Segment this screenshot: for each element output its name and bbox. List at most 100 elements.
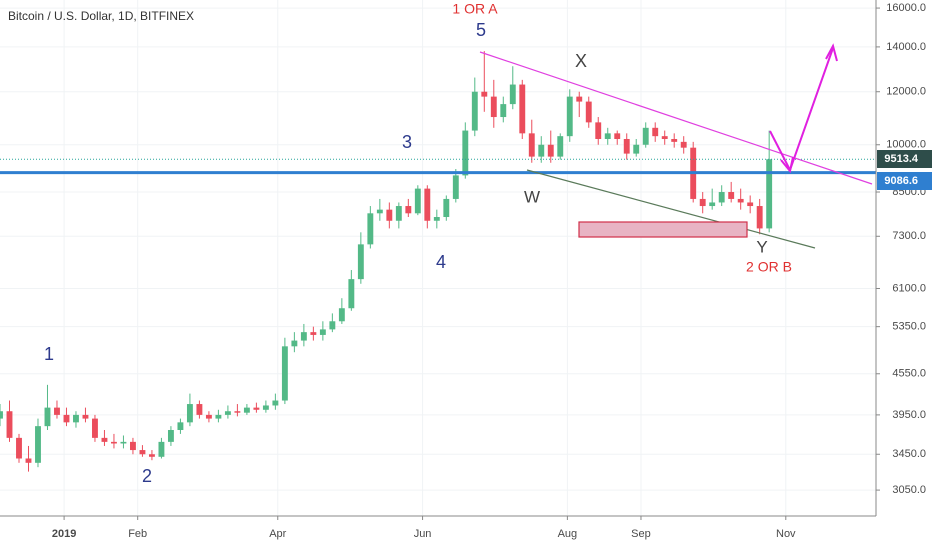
- candle-body: [348, 279, 355, 309]
- candle-body: [215, 414, 222, 419]
- candles: [0, 51, 876, 472]
- y-tick-label: 5350.0: [892, 321, 926, 333]
- x-tick-label: Jun: [414, 528, 432, 540]
- x-tick-label: Aug: [558, 528, 578, 540]
- candle-body: [528, 133, 535, 157]
- candle-body: [433, 217, 440, 221]
- price-label: 9513.4: [884, 153, 919, 165]
- candle-body: [205, 414, 212, 419]
- x-tick-label: Nov: [776, 528, 796, 540]
- price-axis-bg: [876, 0, 932, 550]
- candle-body: [329, 321, 336, 330]
- candle-body: [395, 206, 402, 221]
- candle-body: [111, 441, 117, 444]
- candle-body: [224, 411, 231, 415]
- drawings: [479, 43, 873, 249]
- candle-body: [500, 104, 507, 118]
- wave-label: 5: [476, 20, 486, 40]
- x-tick-label: Sep: [631, 528, 651, 540]
- wave-label: 1: [44, 344, 54, 364]
- candle-body: [766, 159, 773, 229]
- candle-body: [737, 198, 744, 203]
- wave-label: 2 OR B: [746, 259, 792, 275]
- candle-body: [186, 404, 193, 423]
- price-label-box: [877, 150, 932, 168]
- wave-label: 2: [142, 466, 152, 486]
- y-tick-label: 6100.0: [892, 282, 926, 294]
- candle-body: [262, 405, 269, 410]
- candle-body: [595, 122, 602, 139]
- candle-body: [0, 411, 3, 419]
- candle-body: [462, 130, 469, 176]
- wave-label: 1 OR A: [452, 1, 498, 17]
- wave-label: X: [575, 51, 587, 71]
- candle-body: [73, 414, 79, 423]
- candle-body: [139, 450, 146, 455]
- grid: [0, 0, 876, 516]
- y-tick-label: 4550.0: [892, 368, 926, 380]
- candle-body: [63, 414, 70, 423]
- candle-body: [101, 437, 108, 442]
- candle-body: [405, 206, 412, 214]
- candle-body: [566, 96, 573, 137]
- wave-label: 3: [402, 132, 412, 152]
- wave-label: 4: [436, 252, 446, 272]
- candle-body: [747, 202, 754, 207]
- candle-body: [490, 96, 497, 118]
- candle-body: [633, 144, 640, 154]
- y-tick-label: 10000.0: [886, 139, 926, 151]
- candle-body: [281, 346, 288, 401]
- candle-body: [680, 141, 687, 148]
- y-tick-label: 12000.0: [886, 86, 926, 98]
- candle-body: [604, 133, 611, 139]
- candle-body: [443, 198, 450, 218]
- wave-label: W: [524, 187, 540, 206]
- price-label-box: [877, 172, 932, 190]
- candle-body: [671, 138, 678, 142]
- candle-body: [386, 209, 393, 221]
- candle-body: [718, 192, 725, 203]
- candle-body: [44, 407, 51, 427]
- arrow-head: [780, 156, 794, 174]
- candle-body: [120, 441, 127, 444]
- candle-body: [424, 188, 431, 221]
- candle-body: [414, 188, 421, 214]
- candle-body: [167, 429, 174, 442]
- zone-box: [578, 221, 748, 238]
- candle-body: [481, 91, 488, 97]
- candle-body: [148, 454, 155, 457]
- candle-body: [319, 329, 326, 335]
- y-tick-label: 7300.0: [892, 230, 926, 242]
- candle-body: [177, 422, 184, 430]
- y-tick-label: 3950.0: [892, 409, 926, 421]
- candle-body: [509, 84, 516, 105]
- trend-line: [526, 169, 816, 249]
- candle-body: [300, 332, 307, 341]
- candle-body: [699, 198, 706, 207]
- candle-body: [538, 144, 545, 157]
- candle-body: [376, 209, 383, 214]
- candle-body: [756, 206, 763, 229]
- candle-body: [196, 404, 203, 415]
- candle-body: [82, 414, 89, 419]
- candle-body: [519, 84, 526, 134]
- candle-body: [557, 136, 564, 157]
- x-tick-label: 2019: [52, 528, 76, 540]
- arrow-head: [825, 43, 838, 62]
- candle-body: [728, 192, 735, 199]
- candle-body: [25, 458, 32, 463]
- candle-body: [253, 407, 260, 410]
- candle-body: [16, 437, 22, 459]
- candle-body: [158, 441, 165, 457]
- candle-body: [291, 340, 298, 347]
- x-tick-label: Feb: [128, 528, 147, 540]
- candle-body: [129, 441, 136, 451]
- candle-body: [614, 133, 621, 139]
- candle-body: [35, 426, 41, 463]
- trend-line: [479, 51, 873, 185]
- y-tick-label: 14000.0: [886, 41, 926, 53]
- y-tick-label: 3450.0: [892, 448, 926, 460]
